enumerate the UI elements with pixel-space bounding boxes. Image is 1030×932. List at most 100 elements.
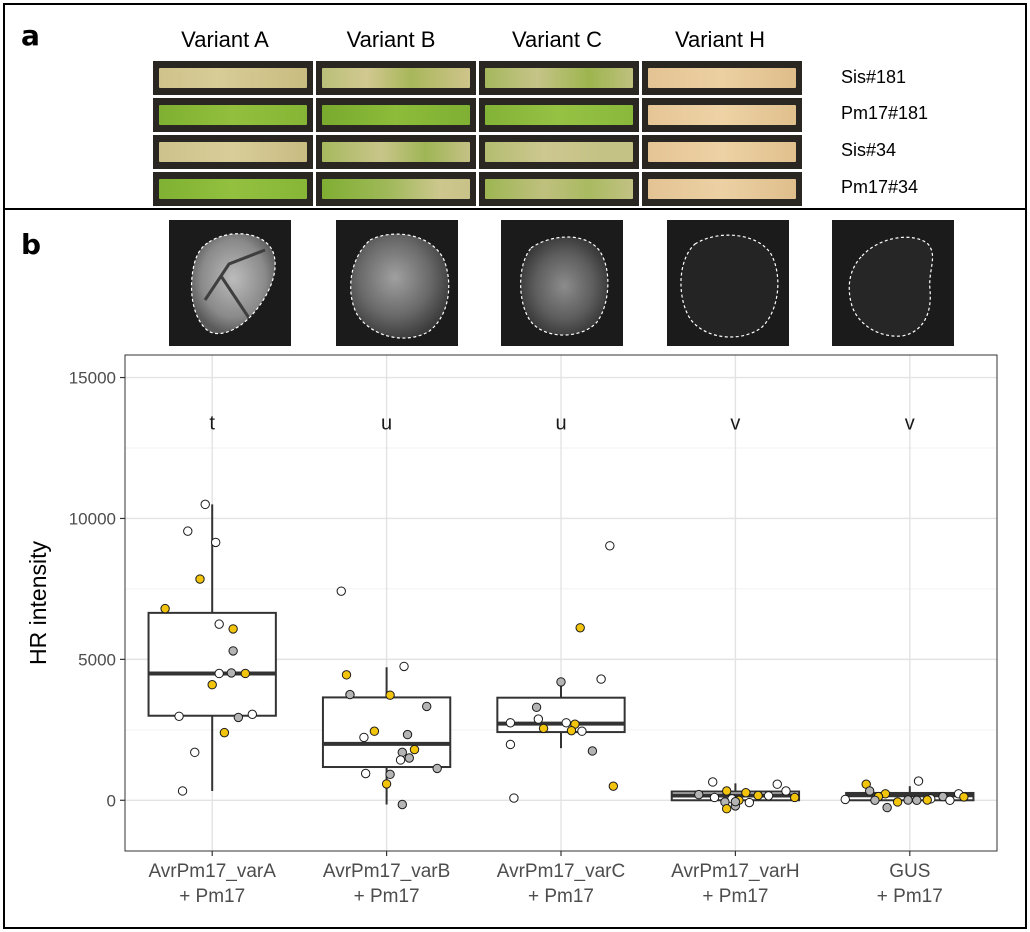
column-header-variant-c: Variant C [511, 27, 603, 52]
leaf-photo [642, 135, 802, 169]
significance-letter: u [555, 413, 566, 435]
data-point [402, 729, 413, 740]
x-tick-label: AvrPm17_varC [497, 861, 625, 882]
data-point [247, 709, 258, 720]
x-tick-label: AvrPm17_varA [148, 861, 276, 882]
leaf-photo [153, 61, 313, 95]
data-point [336, 586, 346, 596]
data-point [587, 746, 598, 756]
data-point [566, 725, 577, 736]
data-point [219, 727, 230, 738]
x-tick-label-line2: + Pm17 [877, 886, 943, 907]
hr-leaf-image [501, 220, 623, 346]
data-point [721, 786, 732, 796]
data-point [870, 795, 880, 805]
data-point [556, 677, 566, 687]
data-point [694, 789, 704, 800]
data-point [781, 786, 791, 796]
x-tick-label: AvrPm17_varH [671, 861, 799, 882]
hr-leaf-image [832, 220, 954, 346]
row-label-pm17-181: Pm17#181 [841, 103, 929, 123]
row-label-pm17-34: Pm17#34 [841, 177, 919, 197]
data-point [381, 779, 392, 789]
leaf-photo [642, 172, 802, 206]
leaf-photo [642, 61, 802, 95]
data-point [409, 744, 420, 755]
data-point [210, 537, 221, 548]
y-tick-label: 5000 [78, 650, 116, 669]
data-point [195, 574, 205, 584]
data-points [160, 499, 969, 814]
data-point [577, 726, 587, 736]
data-point [385, 690, 395, 700]
data-point [721, 804, 732, 814]
data-point [505, 739, 516, 750]
data-point [753, 790, 763, 801]
data-point [174, 711, 184, 721]
leaf-photo [316, 172, 476, 206]
x-tick-label: GUS [889, 861, 930, 882]
data-point [538, 723, 549, 734]
leaf-photo [316, 98, 476, 132]
data-point [575, 623, 585, 633]
leaf-photo [642, 98, 802, 132]
leaf-photo [479, 172, 639, 206]
data-point [395, 755, 406, 765]
significance-letter: t [209, 413, 215, 435]
data-point [233, 712, 244, 723]
x-tick-label-line2: + Pm17 [179, 886, 245, 907]
data-point [596, 674, 606, 684]
data-point [397, 747, 407, 758]
x-tick-label-line2: + Pm17 [702, 886, 768, 907]
y-axis-label: HR intensity [25, 541, 51, 665]
data-point [509, 793, 519, 803]
leaf-photo [479, 135, 639, 169]
box [496, 696, 626, 734]
panel-a-label: a [21, 19, 40, 52]
x-tick-label-line2: + Pm17 [354, 886, 420, 907]
x-tick-label: AvrPm17_varB [323, 861, 450, 882]
y-tick-label: 10000 [69, 509, 116, 528]
data-point [160, 603, 170, 614]
axes: t u u v v 0 5000 10000 15000 AvrPm17_varA + Pm17 Av… [69, 369, 943, 907]
data-point [397, 799, 407, 810]
leaf-photo [479, 98, 639, 132]
panel-b: b [3, 208, 1027, 929]
data-point [345, 689, 355, 700]
leaf-photo [153, 172, 313, 206]
panel-b-label: b [21, 228, 42, 261]
data-point [959, 792, 969, 802]
column-header-variant-b: Variant B [346, 27, 436, 52]
significance-letter: v [730, 413, 740, 435]
data-point [369, 726, 380, 736]
box [147, 611, 277, 717]
leaf-photo [316, 61, 476, 95]
y-tick-label: 15000 [69, 369, 116, 388]
leaf-photo [316, 135, 476, 169]
data-point [190, 747, 200, 758]
data-point [226, 668, 237, 678]
row-label-sis181: Sis#181 [841, 67, 907, 87]
leaf-photo [153, 135, 313, 169]
data-point [385, 769, 395, 780]
data-point [505, 718, 516, 728]
column-header-variant-a: Variant A [181, 27, 269, 52]
data-point [359, 732, 369, 743]
data-point [360, 768, 371, 779]
leaf-photo [153, 98, 313, 132]
hr-leaf-image [667, 220, 789, 346]
data-point [533, 714, 544, 724]
significance-letter: u [381, 413, 392, 435]
data-point [404, 753, 414, 763]
data-point [741, 787, 751, 798]
data-point [789, 792, 800, 803]
data-point [605, 541, 615, 551]
hr-leaf-image [169, 220, 291, 346]
data-point [341, 670, 352, 680]
data-point [608, 781, 619, 791]
data-point [422, 701, 432, 712]
leaf-photo [479, 61, 639, 95]
data-point [903, 795, 913, 805]
data-point [730, 796, 741, 807]
